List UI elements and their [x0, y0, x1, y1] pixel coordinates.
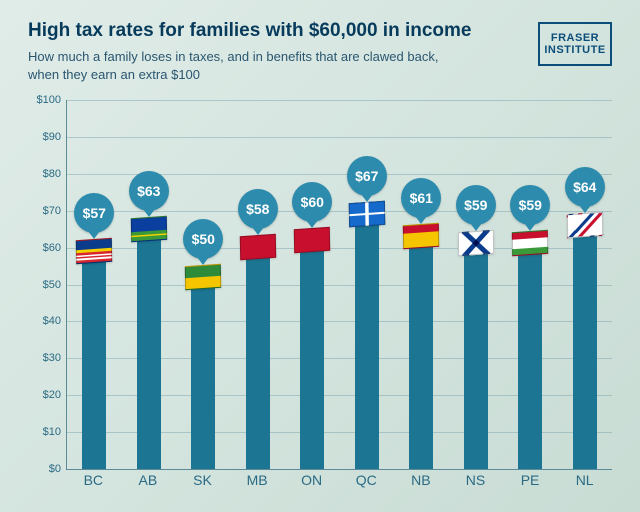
bar-col-pe: $59 — [503, 100, 558, 469]
bar-col-ns: $59 — [449, 100, 504, 469]
bar — [246, 255, 270, 469]
bar — [191, 285, 215, 470]
flag-pe-icon — [512, 230, 548, 256]
value-bubble: $57 — [74, 193, 114, 233]
x-label: NL — [557, 472, 612, 494]
bar — [518, 251, 542, 469]
value-bubble: $60 — [292, 182, 332, 222]
x-label: BC — [66, 472, 121, 494]
flag-nb-icon — [403, 223, 439, 249]
bars-container: $57 $63 $50 $58 $60 $67 $61 $59 $59 $64 — [67, 100, 612, 469]
flag-on-icon — [294, 226, 330, 252]
flag-nl-icon — [567, 212, 603, 238]
plot-region: $57$63$50$58$60$67$61$59$59$64 $0$10$20$… — [66, 100, 612, 470]
bar — [355, 222, 379, 469]
bar — [409, 244, 433, 469]
x-label: QC — [339, 472, 394, 494]
bar — [464, 251, 488, 469]
x-label: NS — [448, 472, 503, 494]
x-label: MB — [230, 472, 285, 494]
y-tick-label: $30 — [27, 352, 61, 364]
value-bubble: $59 — [456, 185, 496, 225]
bar — [137, 237, 161, 469]
x-label: NB — [394, 472, 449, 494]
value-bubble: $58 — [238, 189, 278, 229]
y-tick-label: $90 — [27, 131, 61, 143]
fraser-institute-logo: FRASER INSTITUTE — [538, 22, 612, 66]
flag-bc-icon — [76, 237, 112, 263]
y-tick-label: $10 — [27, 426, 61, 438]
infographic-root: High tax rates for families with $60,000… — [0, 0, 640, 512]
x-label: SK — [175, 472, 230, 494]
y-tick-label: $40 — [27, 315, 61, 327]
x-label: ON — [284, 472, 339, 494]
flag-ab-icon — [131, 215, 167, 241]
flag-mb-icon — [240, 234, 276, 260]
page-subtitle: How much a family loses in taxes, and in… — [28, 48, 468, 83]
bar-col-sk: $50 — [176, 100, 231, 469]
y-tick-label: $70 — [27, 205, 61, 217]
chart-area: $57 $63 $50 $58 $60 $67 $61 $59 $59 $64 $0 $10 $20 $… — [28, 100, 612, 494]
page-title: High tax rates for families with $60,000… — [28, 20, 612, 42]
value-bubble: $50 — [183, 219, 223, 259]
bar-col-bc: $57 — [67, 100, 122, 469]
value-bubble: $61 — [401, 178, 441, 218]
y-tick-label: $50 — [27, 279, 61, 291]
value-bubble: $63 — [129, 171, 169, 211]
bar-col-nb: $61 — [394, 100, 449, 469]
bar — [300, 248, 324, 469]
bar-col-mb: $58 — [231, 100, 286, 469]
value-bubble: $67 — [347, 156, 387, 196]
bar-col-nl: $64 — [558, 100, 613, 469]
y-tick-label: $80 — [27, 168, 61, 180]
y-tick-label: $0 — [27, 463, 61, 475]
value-bubble: $59 — [510, 185, 550, 225]
bar — [82, 259, 106, 469]
y-tick-label: $100 — [27, 94, 61, 106]
bar-col-on: $60 — [285, 100, 340, 469]
x-axis-labels: BCABSKMBONQCNBNSPENL — [66, 472, 612, 494]
logo-line1: FRASER — [542, 32, 608, 44]
bar — [573, 233, 597, 469]
x-label: AB — [121, 472, 176, 494]
bar-col-qc: $67 — [340, 100, 395, 469]
bar-col-ab: $63 — [122, 100, 177, 469]
y-tick-label: $20 — [27, 389, 61, 401]
y-tick-label: $60 — [27, 242, 61, 254]
logo-line2: INSTITUTE — [542, 44, 608, 56]
flag-sk-icon — [185, 263, 221, 289]
flag-qc-icon — [349, 201, 385, 227]
x-label: PE — [503, 472, 558, 494]
value-bubble: $64 — [565, 167, 605, 207]
flag-ns-icon — [458, 230, 494, 256]
